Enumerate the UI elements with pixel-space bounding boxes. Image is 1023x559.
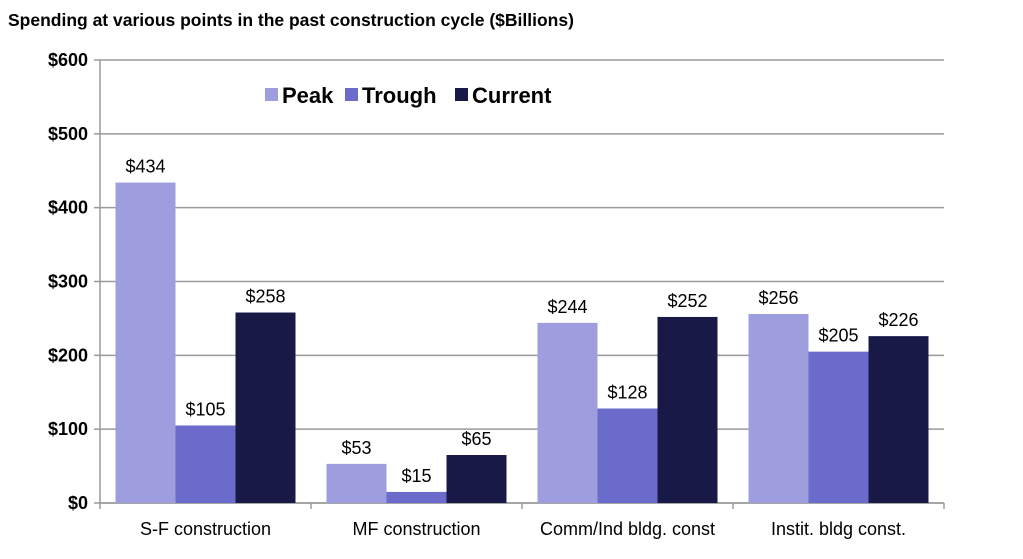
data-label: $244 [547, 297, 587, 317]
legend-label: Trough [362, 83, 437, 108]
data-label: $256 [758, 288, 798, 308]
bar-current [657, 316, 718, 503]
data-label: $258 [245, 287, 285, 307]
bar-peak [748, 313, 809, 503]
x-tick-label: MF construction [352, 519, 480, 539]
chart-title: Spending at various points in the past c… [8, 10, 574, 30]
data-label: $105 [185, 399, 225, 419]
bar-trough [386, 491, 447, 503]
data-label: $65 [461, 429, 491, 449]
bar-trough [808, 351, 869, 503]
bar-peak [537, 322, 598, 503]
x-tick-label: Instit. bldg const. [771, 519, 906, 539]
data-label: $15 [401, 466, 431, 486]
bar-current [446, 455, 507, 503]
data-label: $205 [818, 326, 858, 346]
legend-swatch-current [455, 88, 468, 101]
bar-current [868, 336, 929, 503]
x-tick-label: S-F construction [140, 519, 271, 539]
y-tick-label: $100 [48, 419, 88, 439]
data-label: $434 [125, 157, 165, 177]
bar-peak [115, 182, 176, 503]
legend-swatch-peak [265, 88, 278, 101]
legend-label: Current [472, 83, 552, 108]
bar-trough [175, 425, 236, 503]
y-tick-label: $300 [48, 272, 88, 292]
x-tick-label: Comm/Ind bldg. const [540, 519, 715, 539]
bar-current [235, 312, 296, 503]
y-tick-label: $400 [48, 198, 88, 218]
y-tick-label: $200 [48, 345, 88, 365]
data-label: $128 [607, 382, 647, 402]
y-tick-label: $600 [48, 50, 88, 70]
legend-swatch-trough [345, 88, 358, 101]
data-label: $53 [341, 438, 371, 458]
legend-label: Peak [282, 83, 334, 108]
y-tick-label: $500 [48, 124, 88, 144]
bar-trough [597, 408, 658, 503]
bar-peak [326, 463, 387, 503]
data-label: $252 [667, 291, 707, 311]
y-tick-label: $0 [68, 493, 88, 513]
data-label: $226 [878, 310, 918, 330]
